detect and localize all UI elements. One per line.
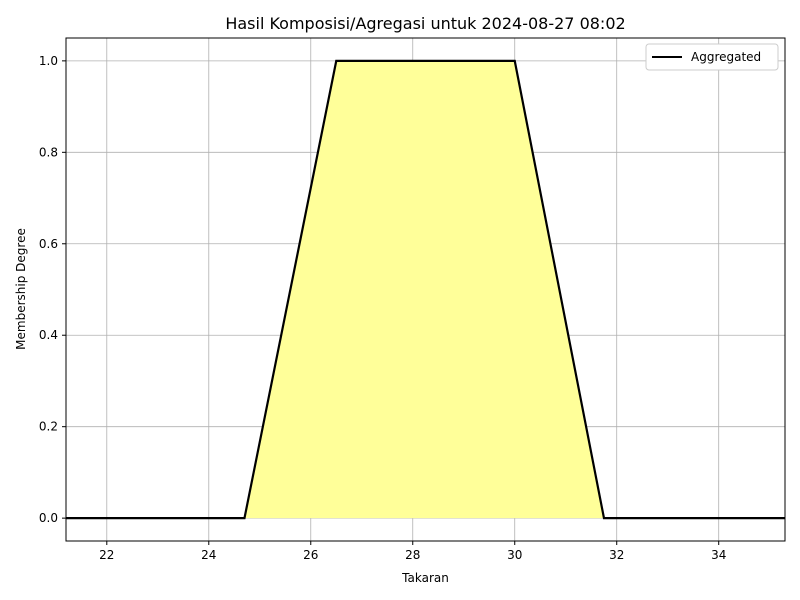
y-tick-label-1: 0.2	[39, 420, 58, 434]
y-tick-label-2: 0.4	[39, 328, 58, 342]
y-tick-label-4: 0.8	[39, 145, 58, 159]
chart-title: Hasil Komposisi/Agregasi untuk 2024-08-2…	[225, 14, 625, 33]
legend: Aggregated	[645, 43, 779, 71]
series-line-0	[66, 59, 785, 520]
x-tick-label-3: 28	[405, 548, 420, 562]
legend-label-aggregated: Aggregated	[691, 50, 761, 64]
y-tick-label-0: 0.0	[39, 511, 58, 525]
legend-box	[645, 43, 779, 71]
x-axis-label: Takaran	[401, 571, 449, 585]
y-tick-label-3: 0.6	[39, 237, 58, 251]
plot-area: 22 24 26 28 30 32 34 0.0 0.2 0.4 0.6 0.8 1.0	[39, 37, 786, 562]
x-tick-label-0: 22	[99, 548, 114, 562]
x-tick-label-6: 34	[711, 548, 726, 562]
x-tick-label-1: 24	[201, 548, 216, 562]
x-tick-label-5: 32	[609, 548, 624, 562]
series-fill-0	[66, 60, 785, 519]
x-tick-label-2: 26	[303, 548, 318, 562]
axes-frame	[65, 37, 786, 542]
y-axis-label: Membership Degree	[14, 228, 28, 350]
x-tick-label-4: 30	[507, 548, 522, 562]
y-tick-label-5: 1.0	[39, 54, 58, 68]
